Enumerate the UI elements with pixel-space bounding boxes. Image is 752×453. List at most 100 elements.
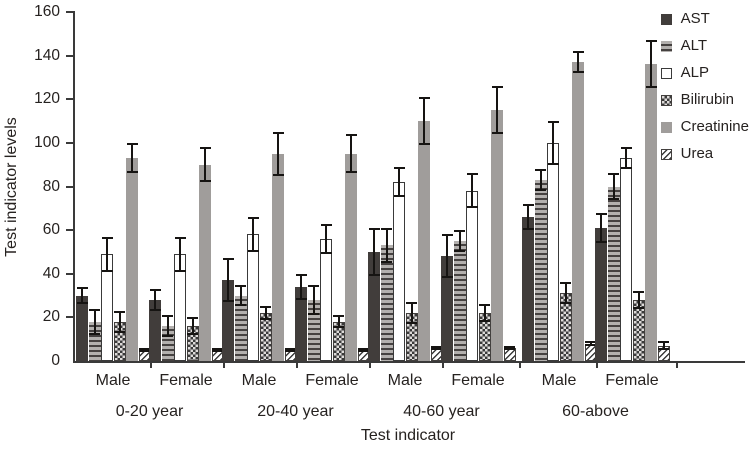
x-group-label: 40-60 year	[403, 403, 480, 420]
error-bar	[272, 131, 284, 176]
x-tick	[222, 363, 225, 368]
bar-ast-female-20-40year	[295, 286, 307, 361]
bar-alt-male-40-60year	[380, 245, 393, 361]
legend-item-alt: ALT	[660, 37, 749, 55]
legend-item-bilirubin: Bilirubin	[660, 91, 749, 109]
x-tick	[368, 363, 371, 368]
x-cluster-label: Male	[241, 372, 277, 389]
error-bar	[620, 147, 632, 170]
error-bar	[139, 347, 150, 353]
bar-alp-male-60-above	[547, 142, 559, 361]
alp-pattern-swatch-icon	[660, 67, 672, 79]
x-cluster-label: Male	[95, 372, 131, 389]
error-bar	[187, 317, 198, 335]
error-bar	[358, 347, 369, 353]
error-bar	[76, 286, 88, 305]
y-tick-label: 40	[42, 264, 60, 282]
legend-label: Bilirubin	[680, 91, 734, 108]
alt-pattern-swatch-icon	[660, 40, 672, 52]
error-bar	[479, 304, 490, 322]
x-cluster-label: Female	[605, 372, 659, 389]
error-bar	[149, 289, 161, 311]
bar-bilirubin-male-20-40year	[259, 313, 272, 361]
x-tick	[676, 363, 678, 368]
x-cluster-label: Male	[541, 372, 577, 389]
y-tick-label: 0	[51, 352, 60, 369]
bar-alp-female-60-above	[620, 158, 632, 361]
bar-ast-male-0-20year	[76, 295, 88, 361]
bar-creatinine-male-40-60year	[418, 121, 430, 361]
error-bar	[658, 341, 669, 351]
y-tick-label: 20	[42, 308, 60, 326]
bar-alt-female-0-20year	[161, 326, 174, 361]
legend-label: AST	[680, 10, 710, 27]
x-tick	[149, 363, 152, 368]
error-bar	[126, 142, 138, 174]
x-group-label: 0-20 year	[115, 403, 184, 420]
legend: AST ALT ALP Bilirubin Creatinine Urea	[660, 10, 749, 172]
error-bar	[222, 258, 234, 303]
y-tick-label: 120	[34, 90, 60, 108]
bar-creatinine-male-60-above	[572, 62, 584, 361]
y-tick	[66, 272, 73, 275]
error-bar	[595, 212, 607, 244]
y-axis	[73, 11, 75, 363]
bar-alt-female-60-above	[607, 186, 620, 361]
bar-ast-female-40-60year	[441, 256, 453, 361]
bar-creatinine-female-60-above	[645, 64, 657, 361]
error-bar	[260, 306, 271, 320]
bar-alt-male-20-40year	[234, 295, 247, 361]
error-bar	[406, 302, 417, 324]
bar-creatinine-female-0-20year	[199, 164, 211, 361]
bar-alt-male-0-20year	[88, 321, 101, 361]
error-bar	[89, 308, 100, 335]
x-cluster-label: Female	[305, 372, 359, 389]
bar-alp-male-20-40year	[247, 234, 259, 361]
bar-creatinine-female-20-40year	[345, 153, 357, 361]
error-bar	[560, 282, 571, 305]
y-tick-label: 160	[34, 3, 60, 20]
y-tick-label: 60	[42, 221, 60, 239]
y-tick-label: 100	[34, 133, 60, 151]
error-bar	[345, 134, 357, 174]
legend-item-ast: AST	[660, 10, 749, 28]
x-cluster-label: Female	[451, 372, 505, 389]
legend-label: ALP	[680, 64, 709, 81]
y-tick	[66, 141, 73, 144]
legend-item-alp: ALP	[660, 64, 749, 82]
x-tick	[595, 363, 598, 368]
x-cluster-label: Male	[387, 372, 423, 389]
x-axis-title: Test indicator	[360, 427, 456, 444]
error-bar	[454, 230, 465, 252]
y-tick	[66, 11, 73, 13]
bar-alt-male-60-above	[534, 179, 547, 361]
error-bar	[504, 345, 515, 351]
bar-creatinine-female-40-60year	[491, 110, 503, 361]
error-bar	[393, 166, 405, 198]
error-bar	[547, 121, 559, 165]
bar-ast-female-0-20year	[149, 299, 161, 361]
ast-pattern-swatch-icon	[660, 13, 672, 25]
bar-ast-male-60-above	[522, 217, 534, 361]
x-cluster-label: Female	[159, 372, 213, 389]
error-bar	[174, 236, 186, 272]
y-tick-label: 80	[42, 177, 60, 195]
bar-creatinine-male-20-40year	[272, 153, 284, 361]
y-tick	[66, 98, 73, 101]
x-group-label: 60-above	[562, 403, 629, 420]
error-bar	[633, 291, 644, 309]
legend-item-creatinine: Creatinine	[660, 118, 749, 136]
error-bar	[645, 40, 657, 89]
urea-pattern-swatch-icon	[660, 148, 672, 160]
error-bar	[535, 169, 546, 191]
error-bar	[235, 284, 246, 307]
legend-label: ALT	[680, 37, 708, 54]
bar-alt-female-40-60year	[453, 241, 466, 361]
x-tick	[518, 363, 521, 368]
error-bar	[381, 227, 392, 263]
error-bar	[308, 284, 319, 316]
bar-alp-male-40-60year	[393, 182, 405, 361]
y-tick	[66, 229, 73, 232]
error-bar	[333, 315, 344, 329]
